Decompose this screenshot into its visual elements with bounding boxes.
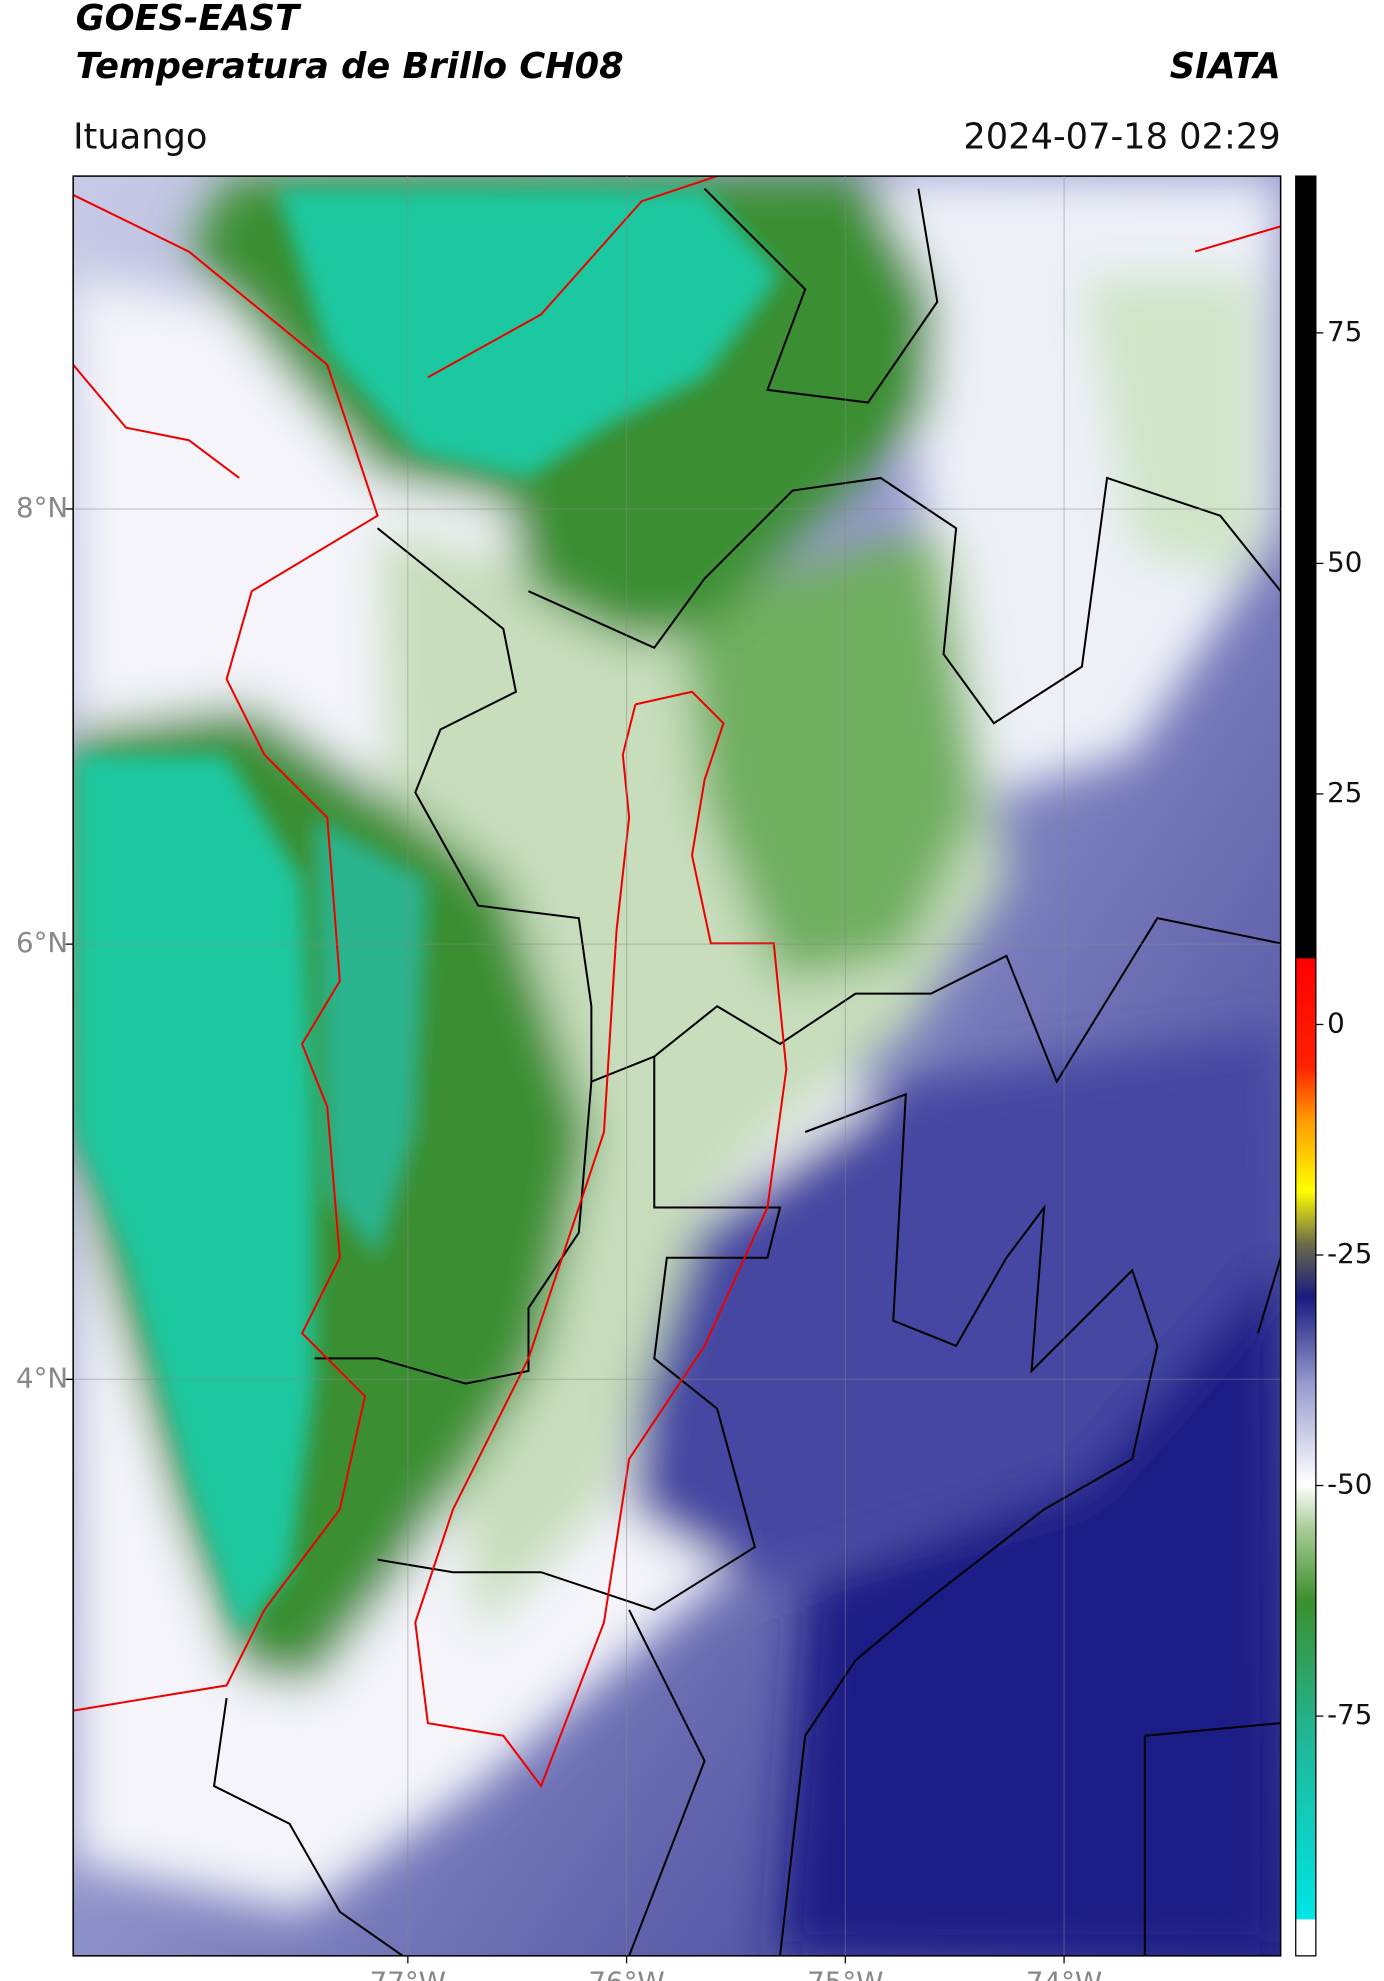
x-tick-label: 77°W <box>370 1966 446 1981</box>
graticule: 77°W 76°W 75°W 74°W 8°N 6°N 4°N <box>16 176 1281 1981</box>
y-tick-label: 6°N <box>16 926 68 959</box>
colorbar <box>1295 175 1317 1957</box>
coast-and-basin <box>73 176 1281 1789</box>
x-tick-label: 75°W <box>807 1966 883 1981</box>
x-tick-label: 76°W <box>588 1966 664 1981</box>
y-tick-label: 8°N <box>16 491 68 524</box>
y-tick-label: 4°N <box>16 1361 68 1394</box>
map-frame <box>72 175 1282 1957</box>
colorbar-label: 0 <box>1327 1006 1345 1039</box>
datetime: 2024-07-18 02:29 <box>963 116 1280 157</box>
map-image <box>73 176 1281 1956</box>
colorbar-label: 75 <box>1327 315 1362 348</box>
x-tick-label: 74°W <box>1026 1966 1102 1981</box>
admin-borders <box>212 187 1281 1956</box>
colorbar-label: 50 <box>1327 545 1362 578</box>
subtitle: Temperatura de Brillo CH08 <box>76 46 624 87</box>
source: SIATA <box>1170 46 1281 87</box>
colorbar-label: 25 <box>1327 776 1362 809</box>
colorbar-ticks: 75 50 25 0 -25 -50 -75 <box>1315 315 1372 1731</box>
colorbar-label: -75 <box>1327 1698 1372 1731</box>
location: Ituango <box>73 116 207 157</box>
colorbar-label: -25 <box>1327 1237 1372 1270</box>
title: GOES-EAST <box>76 0 302 39</box>
colorbar-label: -50 <box>1327 1468 1372 1501</box>
